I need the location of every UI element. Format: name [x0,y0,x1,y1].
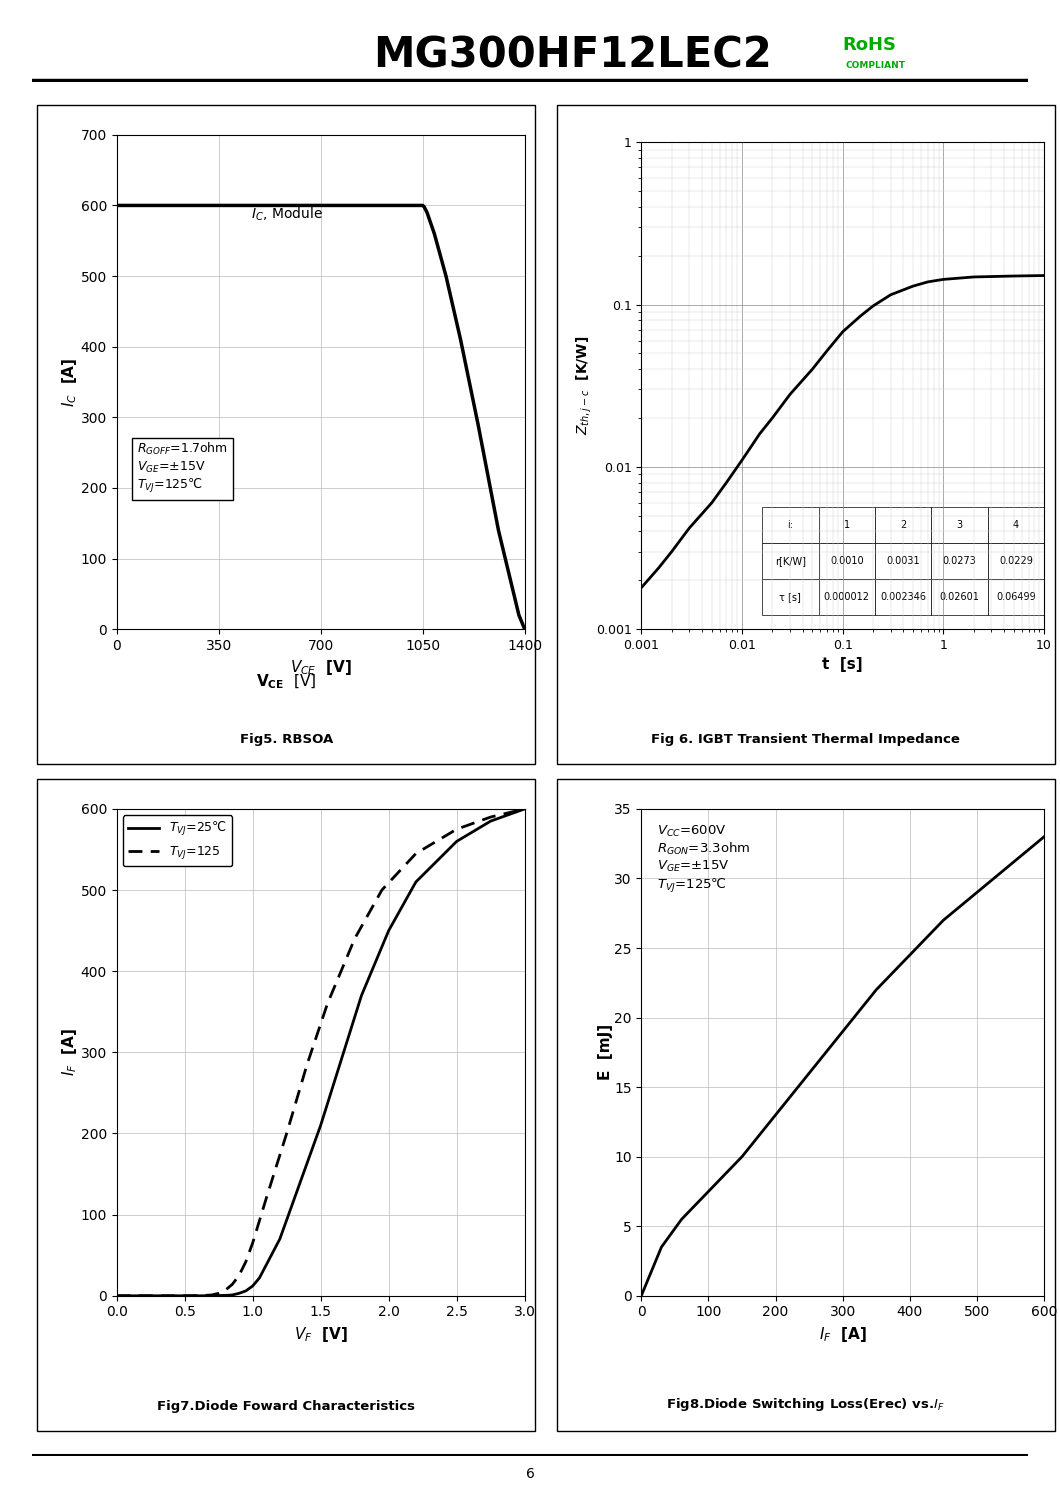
Y-axis label: $I_F$  [A]: $I_F$ [A] [60,1028,80,1077]
Text: $\mathbf{V_{CE}}$  [V]: $\mathbf{V_{CE}}$ [V] [257,673,316,691]
Text: $V_{CC}$=600V
$R_{GON}$=3.3ohm
$V_{GE}$=±15V
$T_{VJ}$=125℃: $V_{CC}$=600V $R_{GON}$=3.3ohm $V_{GE}$=… [657,824,750,894]
Text: Fig5. RBSOA: Fig5. RBSOA [240,733,333,746]
Text: Fig7.Diode Foward Characteristics: Fig7.Diode Foward Characteristics [157,1399,416,1413]
Text: 6: 6 [526,1467,534,1482]
Text: $R_{GOFF}$=1.7ohm
$V_{GE}$=±15V
$T_{VJ}$=125℃: $R_{GOFF}$=1.7ohm $V_{GE}$=±15V $T_{VJ}$… [137,442,228,496]
Legend: $T_{VJ}$=25℃, $T_{VJ}$=125: $T_{VJ}$=25℃, $T_{VJ}$=125 [123,815,232,866]
Y-axis label: E  [mJ]: E [mJ] [598,1025,613,1080]
Y-axis label: $I_C$  [A]: $I_C$ [A] [60,358,80,406]
Text: Fig 6. IGBT Transient Thermal Impedance: Fig 6. IGBT Transient Thermal Impedance [651,733,960,746]
Y-axis label: $Z_{th,j-c}$  [K/W]: $Z_{th,j-c}$ [K/W] [575,336,595,436]
Text: COMPLIANT: COMPLIANT [846,61,906,70]
X-axis label: $I_F$  [A]: $I_F$ [A] [818,1326,867,1344]
Text: RoHS: RoHS [843,36,897,54]
X-axis label: $V_F$  [V]: $V_F$ [V] [294,1326,348,1344]
Text: $I_C$, Module: $I_C$, Module [251,205,323,223]
Text: Fig8.Diode Switching Loss(Erec) vs.$I_F$: Fig8.Diode Switching Loss(Erec) vs.$I_F$ [667,1396,944,1413]
Text: MG300HF12LEC2: MG300HF12LEC2 [373,34,772,76]
X-axis label: t  [s]: t [s] [823,658,863,673]
X-axis label: $V_{CE}$  [V]: $V_{CE}$ [V] [289,659,352,677]
